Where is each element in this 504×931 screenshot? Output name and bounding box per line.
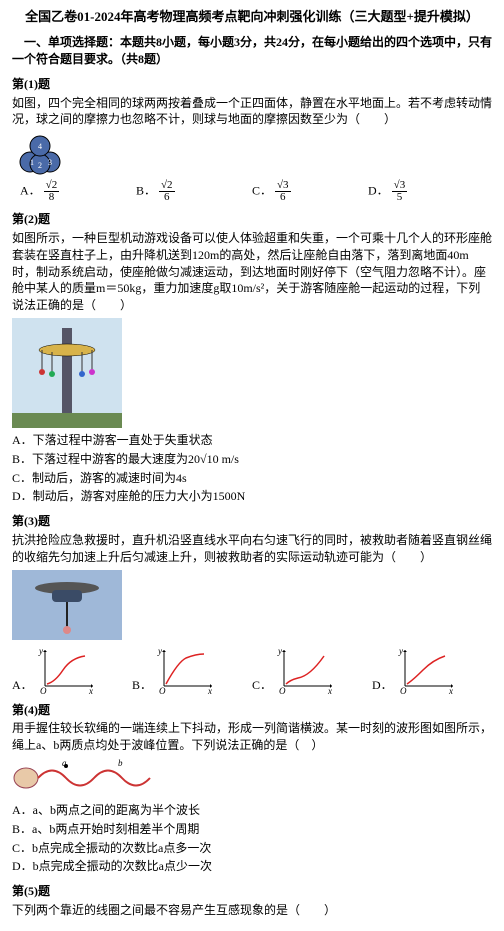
q1-choice-d: D． √35 xyxy=(368,180,484,203)
q4-figure: a b xyxy=(12,758,492,798)
q1-head: 第(1)题 xyxy=(12,76,492,93)
q4-opt-c: C．b点完成全振动的次数比a点多一次 xyxy=(12,840,492,857)
svg-text:x: x xyxy=(448,686,453,694)
q2-h0: 120m xyxy=(192,248,219,262)
q2-opt-d: D．制动后，游客对座舱的压力大小为1500N xyxy=(12,488,492,505)
svg-text:b: b xyxy=(118,758,123,768)
q3-figure xyxy=(12,570,492,640)
q3-choice-a: A． x y O xyxy=(12,644,132,694)
q1-choices: A． √28 B． √26 C． √36 D． √35 xyxy=(12,180,492,203)
svg-text:y: y xyxy=(277,646,282,656)
q2-opt-c: C．制动后，游客的减速时间为4s xyxy=(12,470,492,487)
svg-text:3: 3 xyxy=(48,158,52,167)
q1-figure: 1 3 2 4 xyxy=(12,132,492,176)
q4-options: A．a、b两点之间的距离为半个波长 B．a、b两点开始时刻相差半个周期 C．b点… xyxy=(12,802,492,875)
q2-opt-a: A．下落过程中游客一直处于失重状态 xyxy=(12,432,492,449)
svg-text:O: O xyxy=(279,686,286,694)
q3-body: 抗洪抢险应急救援时，直升机沿竖直线水平向右匀速飞行的同时，被救助者随着竖直钢丝绳… xyxy=(12,532,492,566)
q3-choice-c: C． x y O xyxy=(252,644,372,694)
q5-body: 下列两个靠近的线圈之间最不容易产生互感现象的是（ ） xyxy=(12,902,492,919)
svg-text:4: 4 xyxy=(38,142,42,151)
q1-choice-a: A． √28 xyxy=(20,180,136,203)
q2-head: 第(2)题 xyxy=(12,211,492,228)
svg-text:y: y xyxy=(38,646,43,656)
q4-body: 用手握住较长软绳的一端连续上下抖动，形成一列简谐横波。某一时刻的波形图如图所示，… xyxy=(12,720,492,754)
svg-text:x: x xyxy=(327,686,332,694)
q1-body: 如图，四个完全相同的球两两按着叠成一个正四面体，静置在水平地面上。若不考虑转动情… xyxy=(12,95,492,129)
q3-choices: A． x y O B． x y O C． xyxy=(12,644,492,694)
section-heading: 一、单项选择题：本题共8小题，每小题3分，共24分，在每小题给出的四个选项中，只… xyxy=(12,34,492,68)
q3-head: 第(3)题 xyxy=(12,513,492,530)
svg-text:x: x xyxy=(88,686,93,694)
svg-text:O: O xyxy=(159,686,166,694)
svg-text:y: y xyxy=(398,646,403,656)
svg-text:2: 2 xyxy=(38,161,42,170)
svg-text:x: x xyxy=(207,686,212,694)
svg-text:O: O xyxy=(400,686,407,694)
q3-choice-b: B． x y O xyxy=(132,644,252,694)
q1-choice-c: C． √36 xyxy=(252,180,368,203)
q4-opt-b: B．a、b两点开始时刻相差半个周期 xyxy=(12,821,492,838)
svg-text:1: 1 xyxy=(30,158,34,167)
svg-text:O: O xyxy=(40,686,47,694)
page-title: 全国乙卷01-2024年高考物理高频考点靶向冲刺强化训练（三大题型+提升模拟） xyxy=(12,8,492,26)
q4-opt-a: A．a、b两点之间的距离为半个波长 xyxy=(12,802,492,819)
q3-choice-d: D． x y O xyxy=(372,644,492,694)
q2-figure xyxy=(12,318,492,428)
q5-head: 第(5)题 xyxy=(12,883,492,900)
q2-options: A．下落过程中游客一直处于失重状态 B．下落过程中游客的最大速度为20√10 m… xyxy=(12,432,492,505)
q2-opt-b: B．下落过程中游客的最大速度为20√10 m/s xyxy=(12,451,492,468)
q2-body: 如图所示，一种巨型机动游戏设备可以使人体验超重和失重，一个可乘十几个人的环形座舱… xyxy=(12,230,492,314)
q4-opt-d: D．b点完成全振动的次数比a点少一次 xyxy=(12,858,492,875)
q1-choice-b: B． √26 xyxy=(136,180,252,203)
q4-head: 第(4)题 xyxy=(12,702,492,719)
svg-text:y: y xyxy=(157,646,162,656)
